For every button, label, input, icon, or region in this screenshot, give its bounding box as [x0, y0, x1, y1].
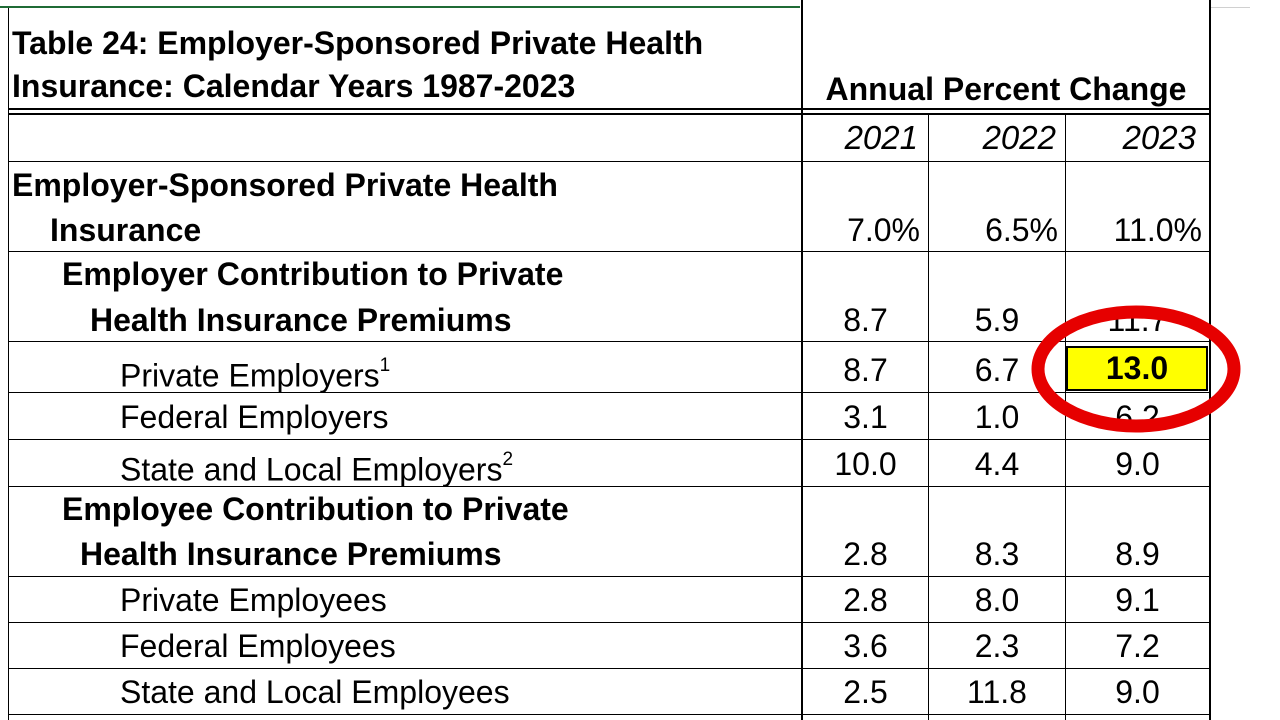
row-divider [8, 486, 1210, 487]
table-cell: 5.9 [974, 302, 1020, 338]
row-divider [8, 576, 1210, 577]
column-divider [8, 8, 9, 720]
row-label-state-local-employers: State and Local Employers2 [120, 449, 514, 488]
footnote-marker: 1 [379, 355, 391, 376]
table-title-line-1: Table 24: Employer-Sponsored Private Hea… [12, 25, 704, 61]
table-cell: 9.1 [1115, 582, 1160, 618]
table-cell: 6.2 [1115, 399, 1160, 435]
row-label-employer-contribution-line1: Employer Contribution to Private [62, 256, 564, 292]
row-divider [8, 622, 1210, 623]
column-divider [928, 114, 929, 720]
year-header-2021: 2021 [844, 119, 918, 156]
row-label-employer-contribution-line2: Health Insurance Premiums [90, 302, 512, 338]
gridline [1210, 7, 1250, 8]
table-cell: 8.7 [843, 352, 888, 388]
table-cell: 2.3 [974, 628, 1020, 664]
header-rule-top [8, 108, 1210, 110]
row-divider [8, 251, 1210, 252]
table-cell: 6.5% [985, 212, 1058, 248]
table-cell: 7.0% [847, 212, 920, 248]
row-label-employee-contribution-line2: Health Insurance Premiums [80, 536, 502, 572]
table-cell: 10.0 [834, 446, 897, 482]
footnote-marker: 2 [502, 449, 514, 470]
year-header-2022: 2022 [982, 119, 1056, 156]
row-label-private-employees: Private Employees [120, 582, 387, 618]
row-divider [8, 392, 1210, 393]
table-cell: 2.8 [843, 582, 888, 618]
table-cell: 4.4 [974, 446, 1020, 482]
row-label-private-employers: Private Employers1 [120, 355, 391, 394]
row-divider [8, 341, 1210, 342]
year-header-2023: 2023 [1122, 119, 1196, 156]
header-rule-double [8, 113, 1210, 115]
table-cell: 2.5 [843, 674, 888, 710]
row-divider [8, 161, 1210, 162]
table-cell: 11.7 [1107, 302, 1168, 338]
table-title-line-2: Insurance: Calendar Years 1987-2023 [12, 68, 576, 104]
table-cell: 1.0 [974, 399, 1020, 435]
table-cell: 11.0% [1113, 212, 1202, 248]
row-label-esphi-line1: Employer-Sponsored Private Health [12, 167, 558, 203]
row-label-employee-contribution-line1: Employee Contribution to Private [62, 491, 569, 527]
table-cell: 8.7 [843, 302, 888, 338]
table-title: Table 24: Employer-Sponsored Private Hea… [12, 22, 802, 108]
table-cell: 7.2 [1115, 628, 1160, 664]
column-divider [1209, 0, 1211, 720]
table-cell: 11.8 [967, 674, 1027, 710]
row-divider [8, 714, 1210, 715]
row-divider [8, 668, 1210, 669]
table-cell: 6.7 [974, 352, 1020, 388]
table-cell: 9.0 [1115, 674, 1160, 710]
table-cell: 3.6 [843, 628, 888, 664]
column-group-header: Annual Percent Change [825, 71, 1187, 107]
table-cell: 9.0 [1115, 446, 1160, 482]
row-divider [8, 439, 1210, 440]
row-label-federal-employers: Federal Employers [120, 399, 389, 435]
row-label-esphi-line2: Insurance [50, 212, 202, 248]
table-cell: 8.9 [1115, 536, 1160, 572]
row-label-state-local-employees: State and Local Employees [120, 674, 510, 710]
table-cell: 3.1 [843, 399, 888, 435]
column-divider [801, 0, 803, 720]
table-cell: 8.0 [974, 582, 1020, 618]
table-cell: 2.8 [843, 536, 888, 572]
highlighted-cell-value: 13.0 [1105, 350, 1169, 386]
top-border-line [0, 6, 800, 8]
row-label-federal-employees: Federal Employees [120, 628, 396, 664]
table-cell: 8.3 [974, 536, 1020, 572]
